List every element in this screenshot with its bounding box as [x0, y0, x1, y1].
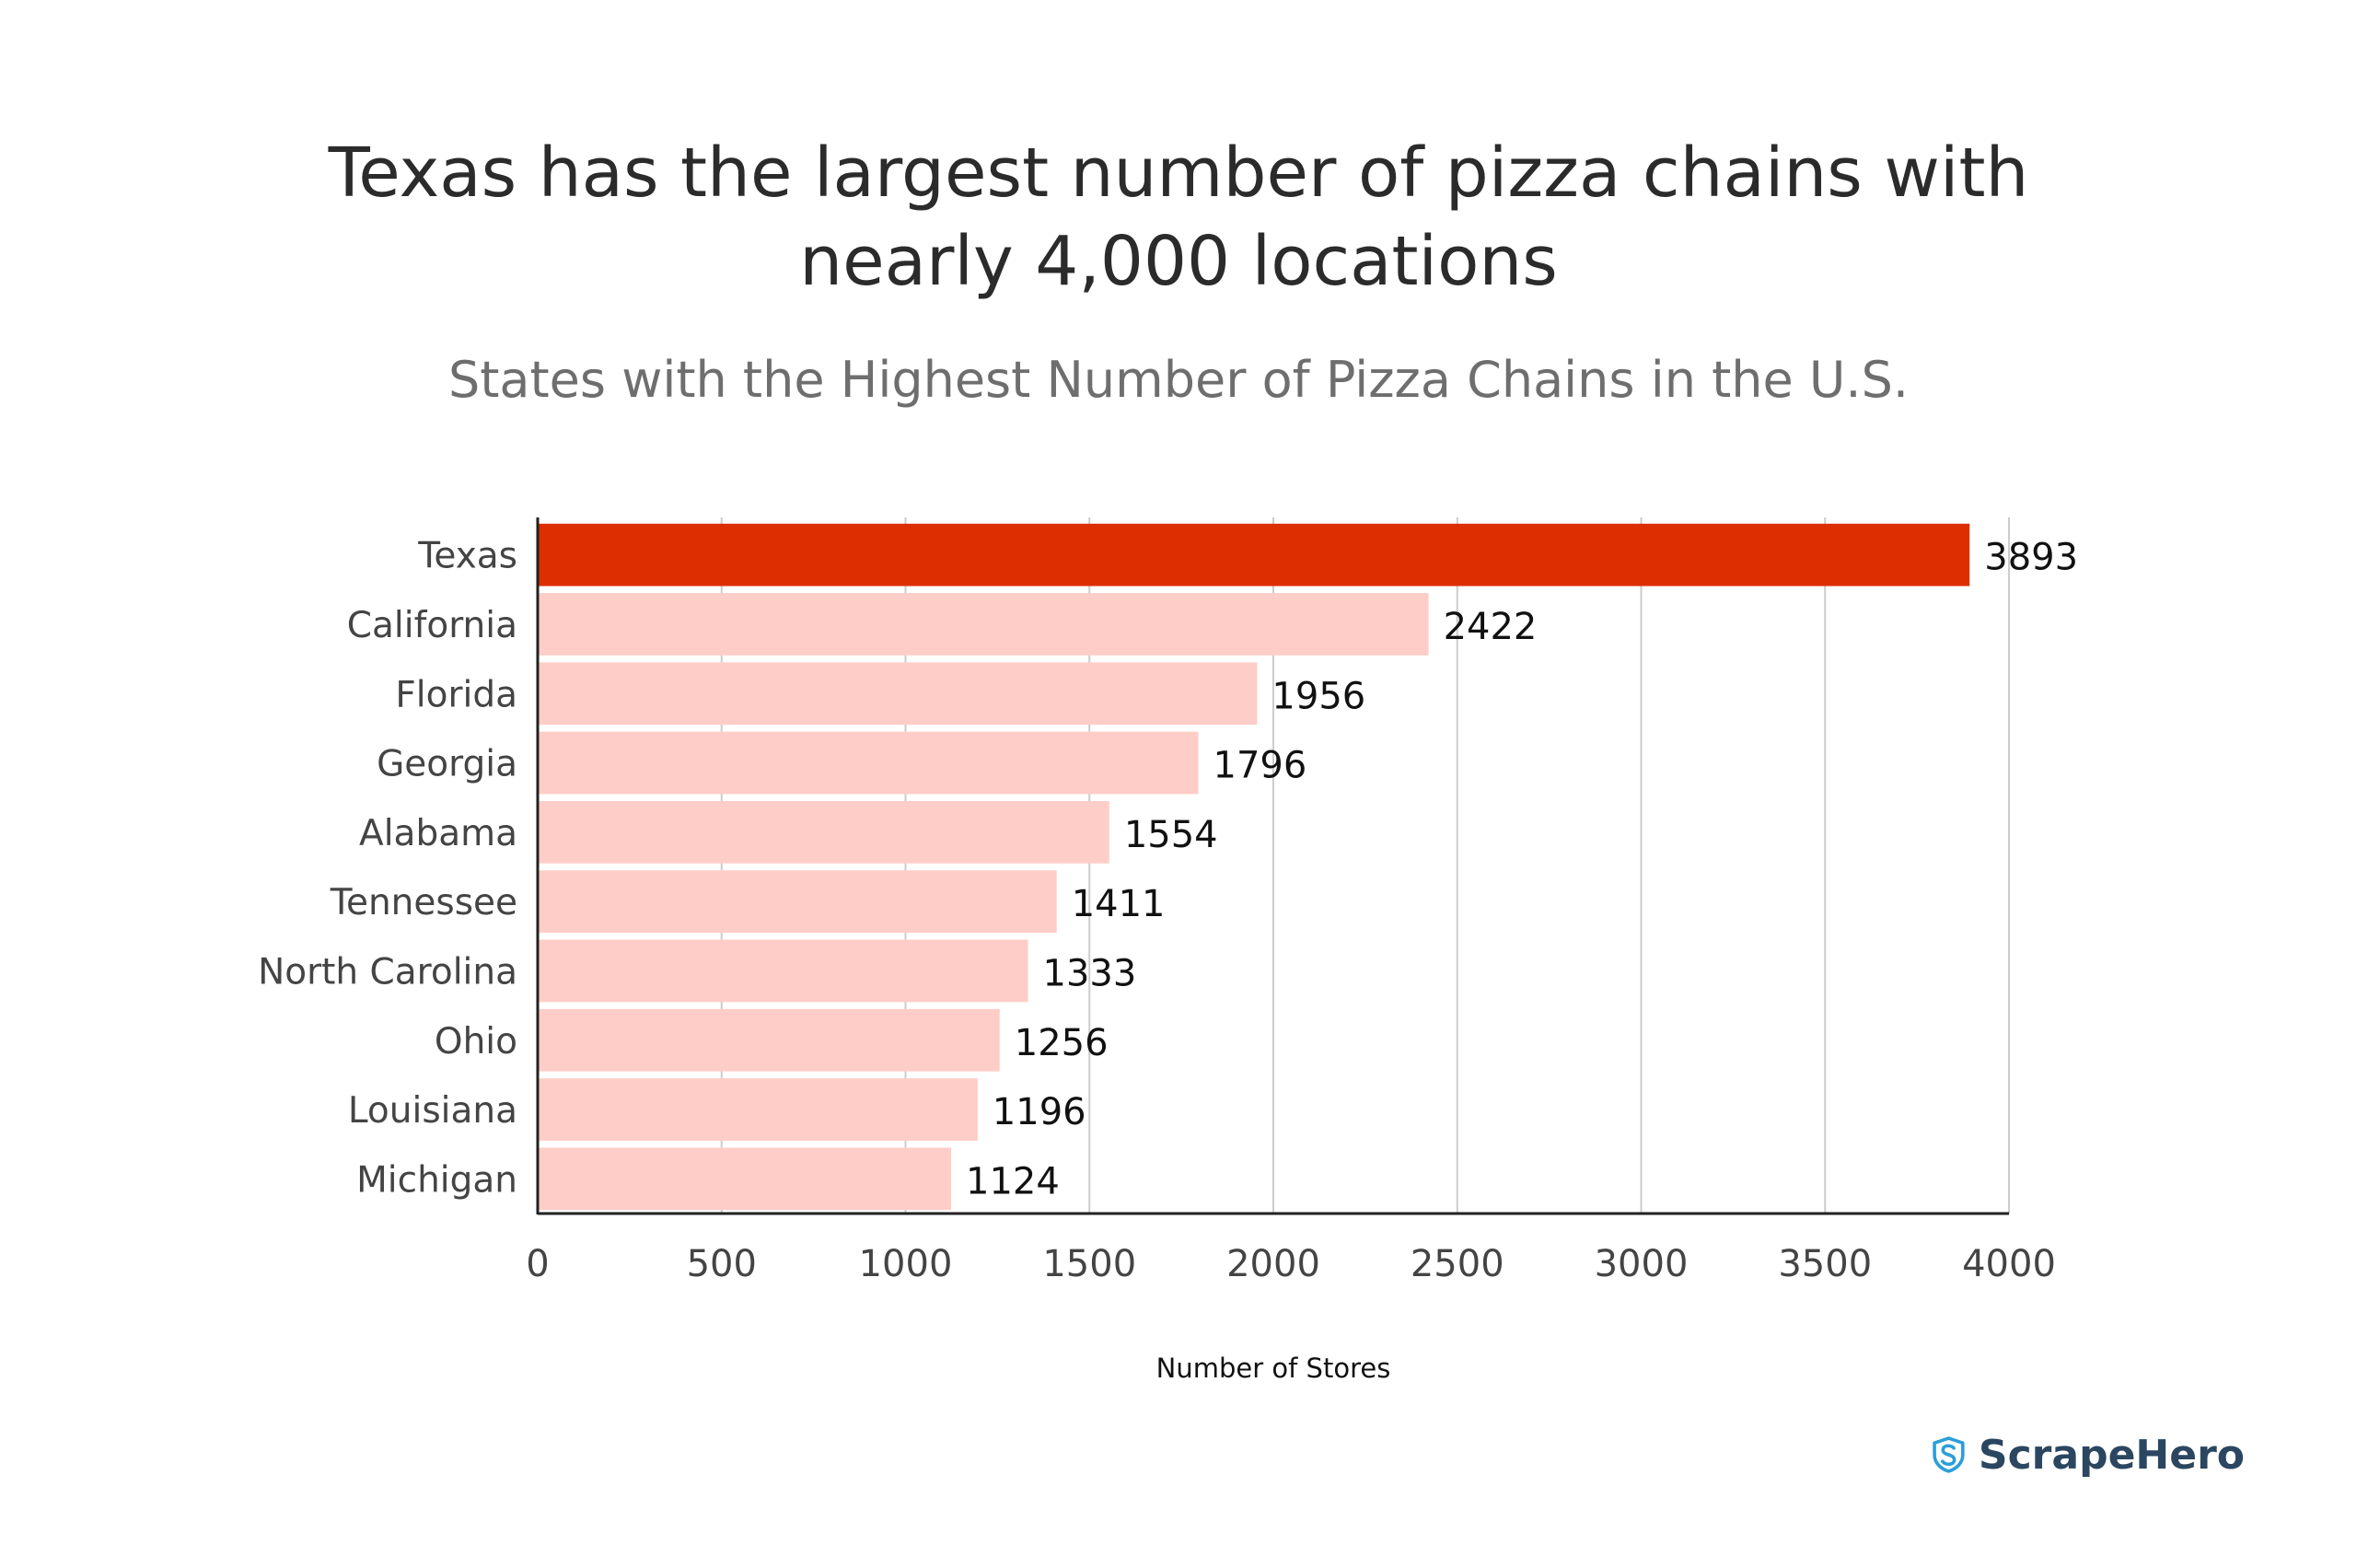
x-tick-label: 4000: [1962, 1243, 2056, 1285]
bar: [538, 870, 1057, 934]
brand-logo: ScrapeHero: [1932, 1418, 2245, 1492]
chart-title-line-1: Texas has the largest number of pizza ch…: [328, 134, 2029, 213]
value-label: 1124: [966, 1160, 1060, 1202]
x-tick-label: 500: [687, 1243, 757, 1285]
category-label: Louisiana: [348, 1090, 517, 1132]
chart-title-line-2: nearly 4,000 locations: [799, 222, 1558, 301]
bar: [538, 939, 1028, 1003]
x-tick-label: 2500: [1411, 1243, 1504, 1285]
category-label: Michigan: [356, 1159, 517, 1201]
bar: [538, 731, 1199, 795]
bar: [538, 1008, 1000, 1072]
chart-title: Texas has the largest number of pizza ch…: [0, 129, 2357, 306]
x-tick-label: 0: [526, 1243, 549, 1285]
value-label: 3893: [1984, 537, 2078, 579]
category-label: Ohio: [435, 1021, 517, 1063]
bars: [538, 523, 1970, 1211]
category-label: Florida: [395, 674, 517, 715]
labels: 0 500 1000 1500 2000 2500 3000 3500 4000 Texas 389…: [258, 536, 2078, 1384]
x-tick-label: 1500: [1042, 1243, 1136, 1285]
chart-subtitle: States with the Highest Number of Pizza …: [447, 351, 1910, 409]
category-label: Tennessee: [330, 882, 517, 923]
bar: [538, 662, 1258, 726]
x-axis-title: Number of Stores: [1156, 1353, 1391, 1384]
x-tick-label: 1000: [859, 1243, 953, 1285]
brand-name: ScrapeHero: [1978, 1431, 2245, 1479]
value-label: 1411: [1072, 883, 1166, 925]
bar: [538, 593, 1429, 656]
x-tick-label: 2000: [1226, 1243, 1320, 1285]
category-label: Texas: [417, 536, 517, 577]
shield-s-icon: [1933, 1436, 1965, 1473]
bar: [538, 1078, 978, 1141]
category-label: California: [347, 605, 517, 646]
value-label: 1196: [993, 1091, 1086, 1133]
value-label: 1796: [1213, 745, 1307, 787]
category-label: North Carolina: [258, 951, 517, 993]
value-label: 1333: [1043, 952, 1137, 994]
value-label: 1554: [1124, 814, 1218, 856]
value-label: 1956: [1271, 675, 1365, 717]
value-label: 2422: [1444, 606, 1538, 648]
x-tick-label: 3500: [1778, 1243, 1872, 1285]
x-tick-label: 3000: [1595, 1243, 1689, 1285]
bar: [538, 800, 1109, 864]
bar: [538, 523, 1970, 587]
value-label: 1256: [1015, 1022, 1109, 1064]
bar: [538, 1147, 952, 1211]
category-label: Georgia: [377, 744, 517, 785]
axes: [536, 517, 2009, 1215]
category-label: Alabama: [359, 813, 517, 854]
